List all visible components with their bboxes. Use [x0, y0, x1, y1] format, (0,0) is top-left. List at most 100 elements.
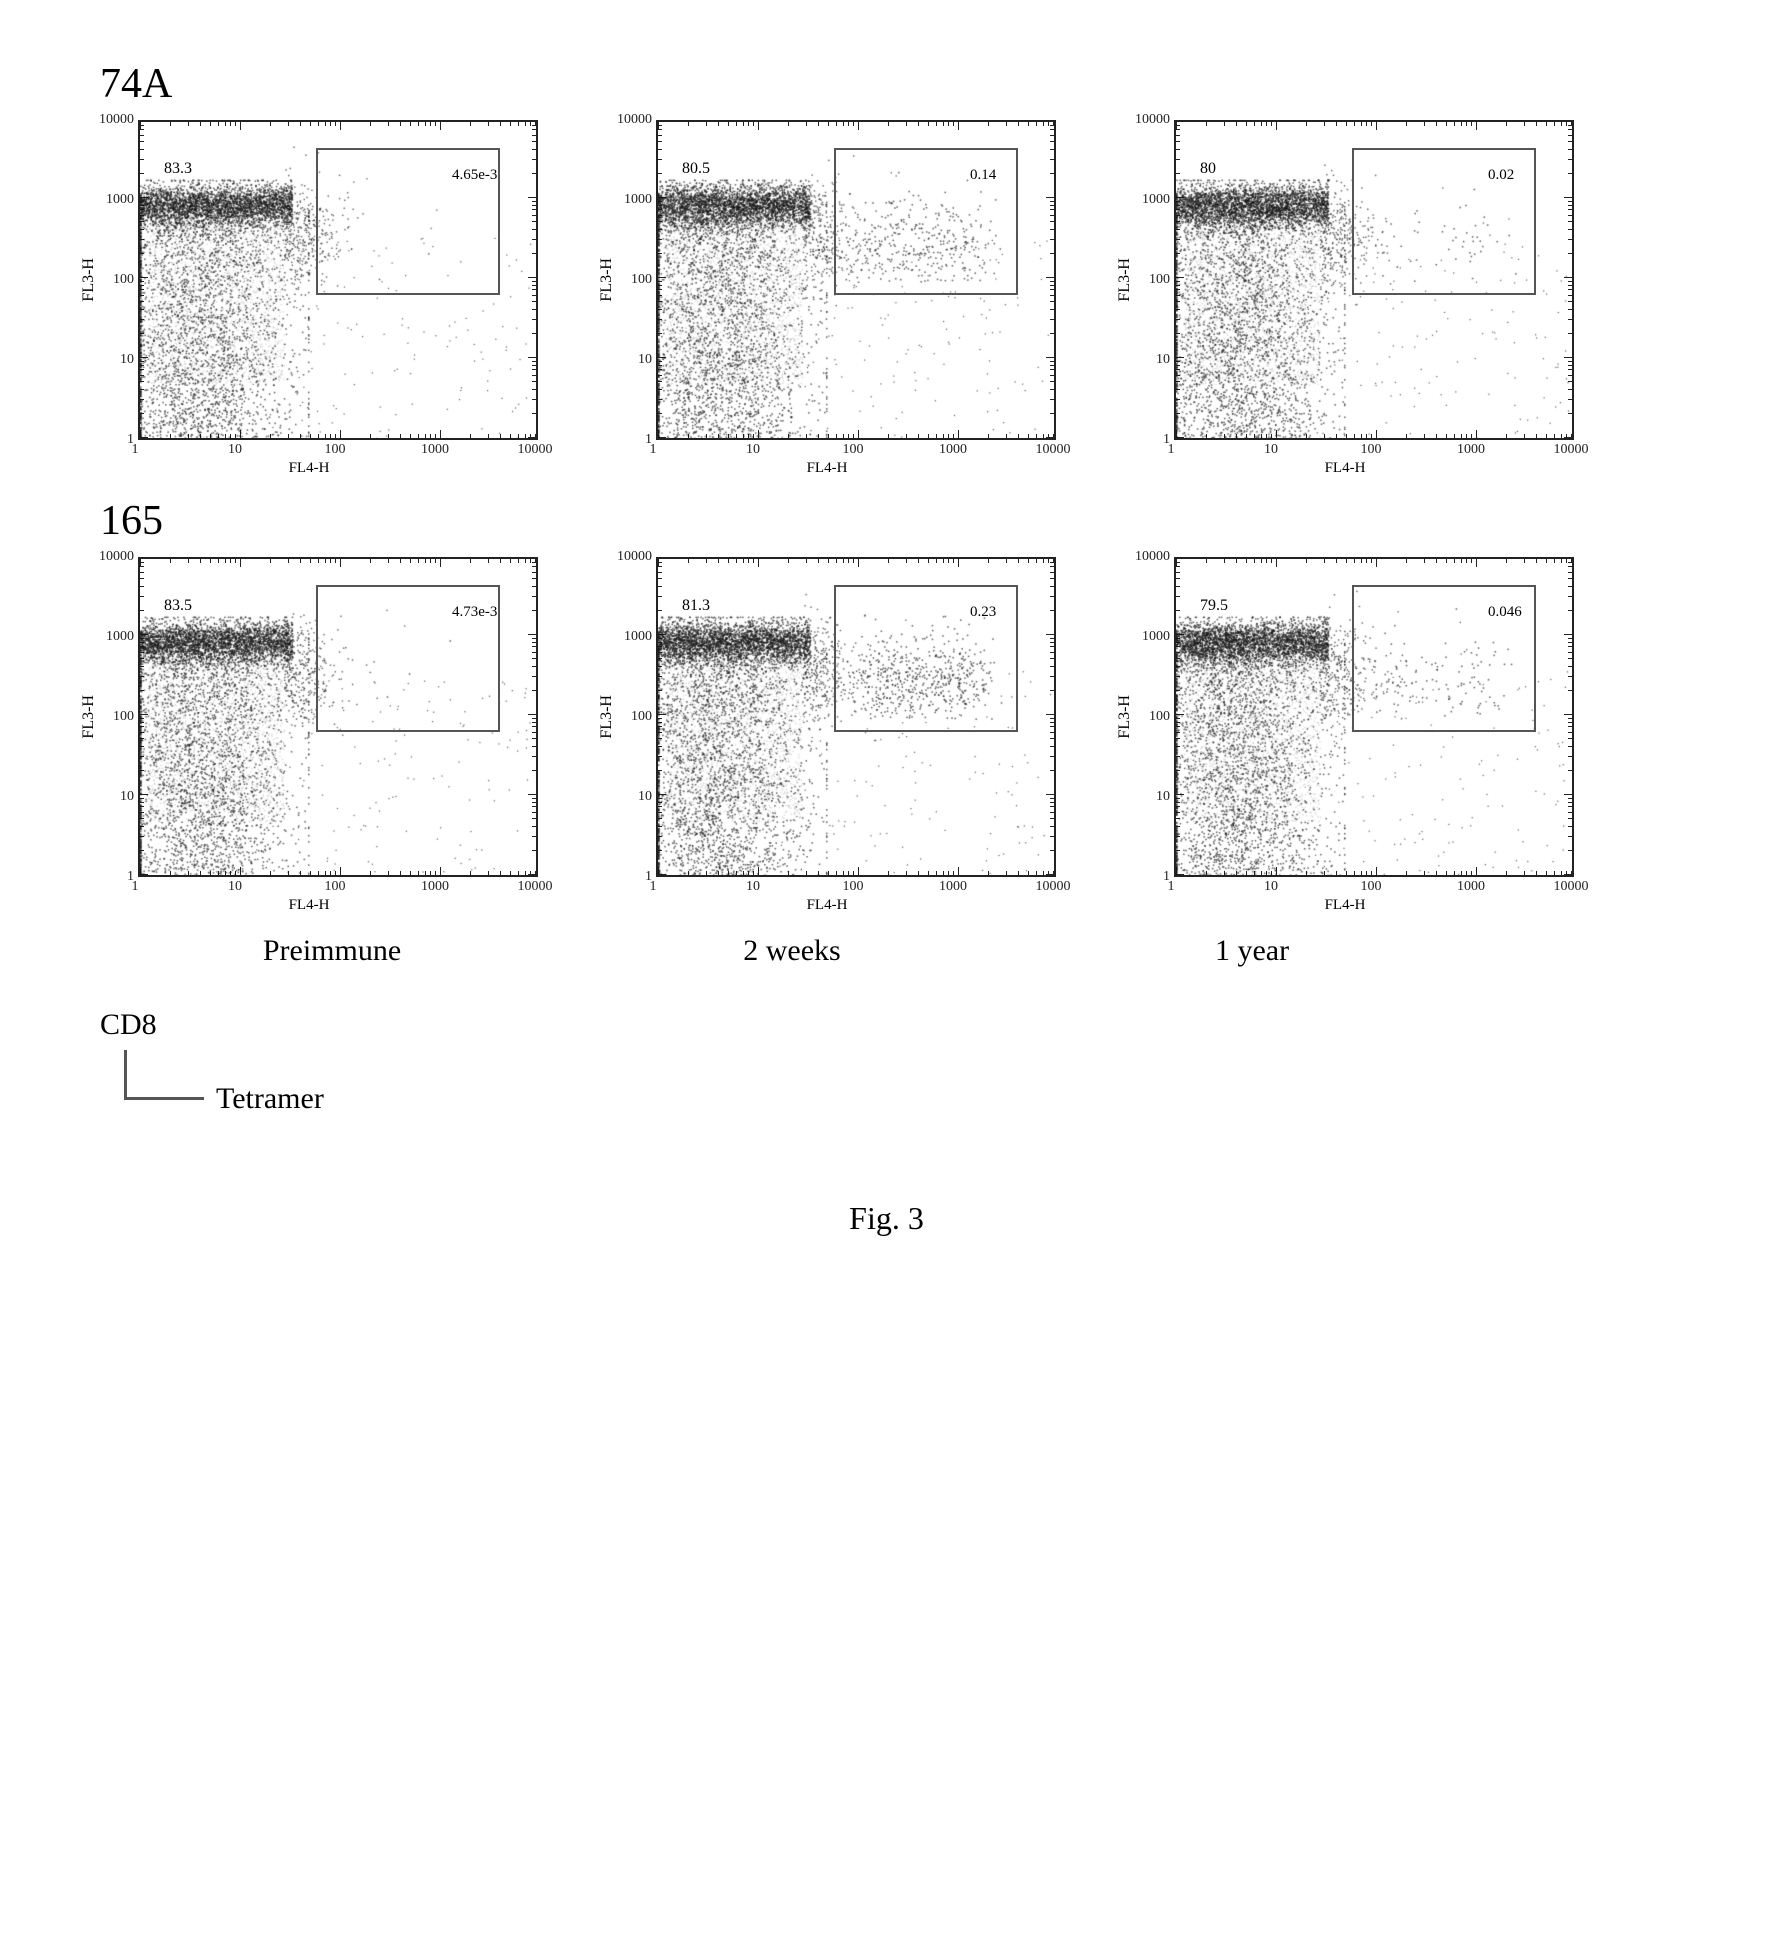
scatter-plot: FL3-H11010010001000083.54.73e-3110100100…	[80, 557, 538, 914]
row-label: 74A	[100, 60, 1693, 108]
x-ticks: 110100100010000	[653, 877, 1053, 895]
x-ticks: 110100100010000	[135, 440, 535, 458]
scatter-plot: FL3-H11010010001000081.30.23110100100010…	[598, 557, 1056, 914]
y-axis-label: FL3-H	[80, 258, 98, 302]
x-tick-label: 1000	[421, 442, 449, 458]
axis-legend: CD8 Tetramer	[100, 1008, 1693, 1110]
x-tick-label: 100	[325, 879, 346, 895]
plot-box: 79.5 0.046	[1174, 557, 1574, 877]
y-tick-label: 100	[631, 709, 652, 725]
x-tick-label: 100	[1361, 879, 1382, 895]
x-tick-label: 1000	[939, 879, 967, 895]
scatter-canvas	[658, 122, 1056, 440]
x-tick-label: 1	[132, 442, 139, 458]
scatter-plot: FL3-H110100100010000 83.3 4.65e-3 1 10 100 100…	[80, 120, 538, 477]
gate-percent: 4.65e-3	[452, 167, 497, 184]
y-tick-label: 100	[1149, 709, 1170, 725]
y-tick-label: 10	[638, 352, 652, 368]
gate-percent: 4.73e-3	[452, 604, 497, 621]
axis-legend-vline	[124, 1050, 127, 1100]
main-population-percent: 80.5	[682, 160, 710, 178]
scatter-plot: FL3-H110100100010000800.0211010010001000…	[1116, 120, 1574, 477]
scatter-canvas	[658, 559, 1056, 877]
column-label: Preimmune	[132, 934, 532, 968]
axis-legend-lines: Tetramer	[124, 1050, 1693, 1110]
x-tick-label: 1	[650, 879, 657, 895]
y-tick-label: 100	[113, 709, 134, 725]
y-tick-label: 10000	[617, 549, 652, 565]
y-tick-label: 10	[1156, 352, 1170, 368]
x-tick-label: 10000	[1554, 879, 1589, 895]
y-tick-label: 1000	[106, 629, 134, 645]
plot-inner: FL3-H11010010001000080.50.14	[598, 120, 1056, 440]
y-tick-label: 1000	[624, 629, 652, 645]
x-tick-label: 100	[843, 879, 864, 895]
y-ticks: 110100100010000	[1138, 557, 1174, 877]
main-population-percent: 83.3	[164, 160, 192, 178]
plot-box: 83.54.73e-3	[138, 557, 538, 877]
axis-legend-hline	[124, 1097, 204, 1100]
scatter-canvas	[1176, 122, 1574, 440]
y-tick-label: 100	[1149, 272, 1170, 288]
column-label: 2 weeks	[592, 934, 992, 968]
plot-box: 81.30.23	[656, 557, 1056, 877]
y-tick-label: 1000	[1142, 629, 1170, 645]
y-tick-label: 10000	[99, 549, 134, 565]
plot-inner: FL3-H110100100010000 83.3 4.65e-3	[80, 120, 538, 440]
x-ticks: 110100100010000	[653, 440, 1053, 458]
y-tick-label: 10000	[1135, 112, 1170, 128]
y-ticks: 110100100010000	[620, 557, 656, 877]
x-tick-label: 1000	[421, 879, 449, 895]
main-population-percent: 81.3	[682, 597, 710, 615]
y-tick-label: 10	[1156, 789, 1170, 805]
plot-inner: FL3-H11010010001000081.30.23	[598, 557, 1056, 877]
x-axis-label: FL4-H	[807, 460, 848, 477]
scatter-plot: FL3-H11010010001000080.50.14110100100010…	[598, 120, 1056, 477]
plot-row: FL3-H11010010001000083.54.73e-3110100100…	[80, 557, 1693, 914]
y-ticks: 110100100010000	[102, 557, 138, 877]
y-tick-label: 10000	[617, 112, 652, 128]
x-tick-label: 1000	[939, 442, 967, 458]
x-tick-label: 10	[228, 442, 242, 458]
column-labels-row: Preimmune 2 weeks 1 year	[132, 934, 1693, 968]
x-tick-label: 100	[325, 442, 346, 458]
y-axis-label: FL3-H	[598, 695, 616, 739]
y-ticks: 110100100010000	[102, 120, 138, 440]
x-tick-label: 10000	[1036, 879, 1071, 895]
figure-root: 74AFL3-H11010010001000083.34.65e-3110100…	[80, 60, 1693, 1237]
column-label: 1 year	[1052, 934, 1452, 968]
x-ticks: 110100100010000	[1171, 877, 1571, 895]
x-tick-label: 10000	[1036, 442, 1071, 458]
y-tick-label: 1000	[624, 192, 652, 208]
plot-inner: FL3-H110100100010000800.02	[1116, 120, 1574, 440]
x-tick-label: 1	[1168, 442, 1175, 458]
y-axis-label: FL3-H	[598, 258, 616, 302]
x-tick-label: 10	[746, 879, 760, 895]
scatter-plot: FL3-H11010010001000079.50.04611010010001…	[1116, 557, 1574, 914]
x-tick-label: 10	[1264, 442, 1278, 458]
x-tick-label: 1	[132, 879, 139, 895]
gate-percent: 0.14	[970, 167, 996, 184]
gate-percent: 0.046	[1488, 604, 1522, 621]
x-axis-label: FL4-H	[807, 897, 848, 914]
x-tick-label: 10000	[1554, 442, 1589, 458]
x-ticks: 110100100010000	[135, 877, 535, 895]
y-axis-label: FL3-H	[1116, 258, 1134, 302]
y-axis-label: FL3-H	[80, 695, 98, 739]
plot-inner: FL3-H11010010001000079.50.046	[1116, 557, 1574, 877]
x-tick-label: 10000	[518, 879, 553, 895]
x-tick-label: 100	[843, 442, 864, 458]
axis-legend-y: CD8	[100, 1008, 1693, 1042]
plot-box: 800.02	[1174, 120, 1574, 440]
y-ticks: 110100100010000	[620, 120, 656, 440]
y-tick-label: 10000	[1135, 549, 1170, 565]
plot-box: 83.3 4.65e-3	[138, 120, 538, 440]
y-tick-label: 10	[120, 352, 134, 368]
x-tick-label: 100	[1361, 442, 1382, 458]
x-tick-label: 10000	[518, 442, 553, 458]
y-tick-label: 10	[120, 789, 134, 805]
x-tick-label: 10	[228, 879, 242, 895]
x-axis-label: FL4-H	[289, 897, 330, 914]
main-population-percent: 79.5	[1200, 597, 1228, 615]
axis-legend-x: Tetramer	[216, 1082, 324, 1116]
